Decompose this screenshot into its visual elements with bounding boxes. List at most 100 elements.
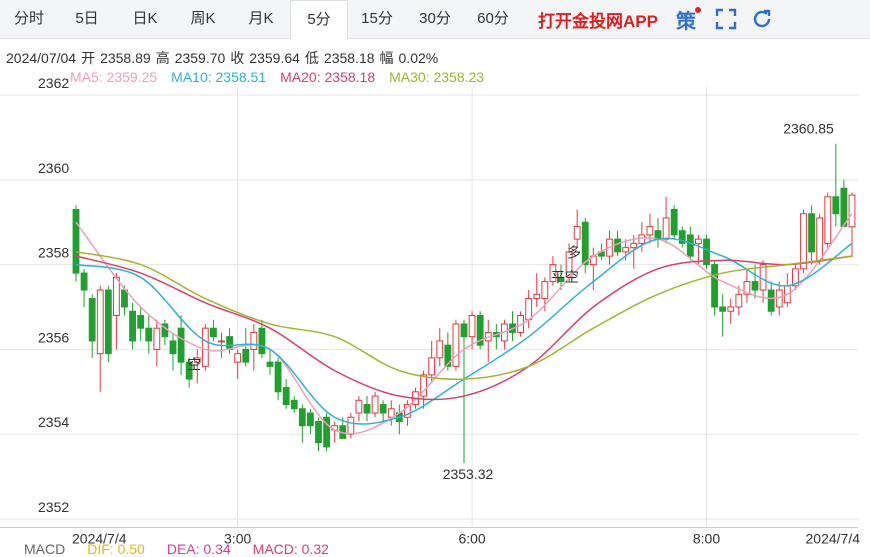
candle-body <box>258 327 266 355</box>
legend-entry: MA5: 2359.25 <box>70 69 158 85</box>
candle-body <box>654 230 662 240</box>
fullscreen-icon[interactable] <box>714 7 738 31</box>
info-label: 收 <box>230 50 245 66</box>
candle-body <box>298 408 306 427</box>
candle-body <box>452 323 460 367</box>
candle-body <box>848 194 856 228</box>
info-label: 低 <box>304 50 319 66</box>
candle-body <box>169 340 177 355</box>
ma-line <box>75 237 853 425</box>
candle-body <box>719 306 727 312</box>
info-value: 2359.64 <box>249 50 300 66</box>
x-tick-label: 6:00 <box>458 531 485 547</box>
y-tick-label: 2352 <box>38 499 69 515</box>
candle-body <box>80 272 88 291</box>
signal-label: 多 <box>567 245 581 261</box>
x-tick-label: 8:00 <box>693 531 720 547</box>
candle-body <box>711 264 718 308</box>
candle-body <box>331 425 339 431</box>
candle-body <box>767 289 775 312</box>
tab[interactable]: 日K <box>132 10 158 27</box>
candle-body <box>727 306 735 312</box>
y-tick-label: 2356 <box>38 329 69 345</box>
candle-body <box>250 331 258 350</box>
tab[interactable]: 分时 <box>13 10 44 27</box>
ma-line <box>75 251 853 380</box>
tab[interactable]: 60分 <box>477 10 509 27</box>
macd-row: MACD DIF: 0.50 DEA: 0.34 MACD: 0.32 <box>24 541 351 557</box>
indicator-label: MACD <box>24 541 66 557</box>
candle-body <box>218 340 225 343</box>
tab[interactable]: 5分 <box>290 0 348 39</box>
candle-body <box>379 404 387 414</box>
candle-body <box>282 387 290 406</box>
candle-body <box>662 217 670 240</box>
tab[interactable]: 30分 <box>419 10 451 27</box>
candle-body <box>339 425 347 439</box>
candle-body <box>492 331 500 338</box>
candle-body <box>686 234 694 257</box>
y-tick-label: 2362 <box>38 75 69 91</box>
candle-body <box>751 281 759 291</box>
candle-body <box>395 412 403 422</box>
candle-body <box>444 344 452 367</box>
signal-label: 平空 <box>551 269 579 285</box>
candle-body <box>735 293 743 308</box>
candle-body <box>824 196 832 244</box>
candle-body <box>153 327 161 350</box>
tab[interactable]: 15分 <box>361 10 393 27</box>
candle-body <box>387 408 395 418</box>
candle-body <box>743 281 751 295</box>
max-label: 2360.85 <box>783 121 834 137</box>
candle-body <box>193 357 201 363</box>
candle-body <box>589 255 597 266</box>
candle-body <box>484 331 492 342</box>
indicator-label: MACD: 0.32 <box>252 541 329 557</box>
candle-body <box>476 314 484 346</box>
candle-body <box>533 293 541 300</box>
candle-body <box>630 242 638 249</box>
candle-body <box>323 416 330 448</box>
tab[interactable]: 周K <box>190 10 216 27</box>
candle-body <box>501 323 508 342</box>
candle-body <box>129 310 136 342</box>
strategy-button[interactable]: 策 <box>676 5 701 34</box>
candle-body <box>468 314 476 338</box>
candle-body <box>525 298 533 321</box>
info-value: 0.02% <box>398 50 439 66</box>
candle-body <box>703 238 710 266</box>
info-value: 2358.18 <box>323 50 375 66</box>
candle-body <box>509 323 516 333</box>
candle-body <box>646 225 654 236</box>
candle-body <box>185 361 193 380</box>
app-link[interactable]: 打开金投网APP <box>538 11 658 31</box>
candle-body <box>808 213 815 253</box>
tab[interactable]: 月K <box>248 10 274 27</box>
candle-body <box>404 404 411 418</box>
candle-body <box>557 276 565 283</box>
candle-body <box>242 348 250 363</box>
info-label: 高 <box>155 50 170 66</box>
ma-line <box>75 255 853 401</box>
tab[interactable]: 5日 <box>75 10 99 27</box>
info-label: 幅 <box>379 50 394 66</box>
candle-body <box>800 213 807 270</box>
candle-body <box>695 238 702 244</box>
indicator-label: DIF: 0.50 <box>87 541 145 557</box>
refresh-icon[interactable] <box>750 7 774 31</box>
candle-body <box>226 336 233 350</box>
candle-body <box>234 353 242 363</box>
candle-body <box>266 361 274 367</box>
signal-label: 空 <box>187 357 201 373</box>
candle-body <box>161 323 169 338</box>
y-tick-label: 2360 <box>38 160 69 176</box>
candle-body <box>606 238 613 257</box>
candle-body <box>460 323 468 338</box>
candle-body <box>783 285 791 304</box>
candle-body <box>121 289 128 308</box>
candle-body <box>678 230 686 244</box>
candle-body <box>517 314 524 333</box>
candle-body <box>832 196 840 215</box>
candle-body <box>210 327 217 338</box>
candle-body <box>104 289 112 355</box>
